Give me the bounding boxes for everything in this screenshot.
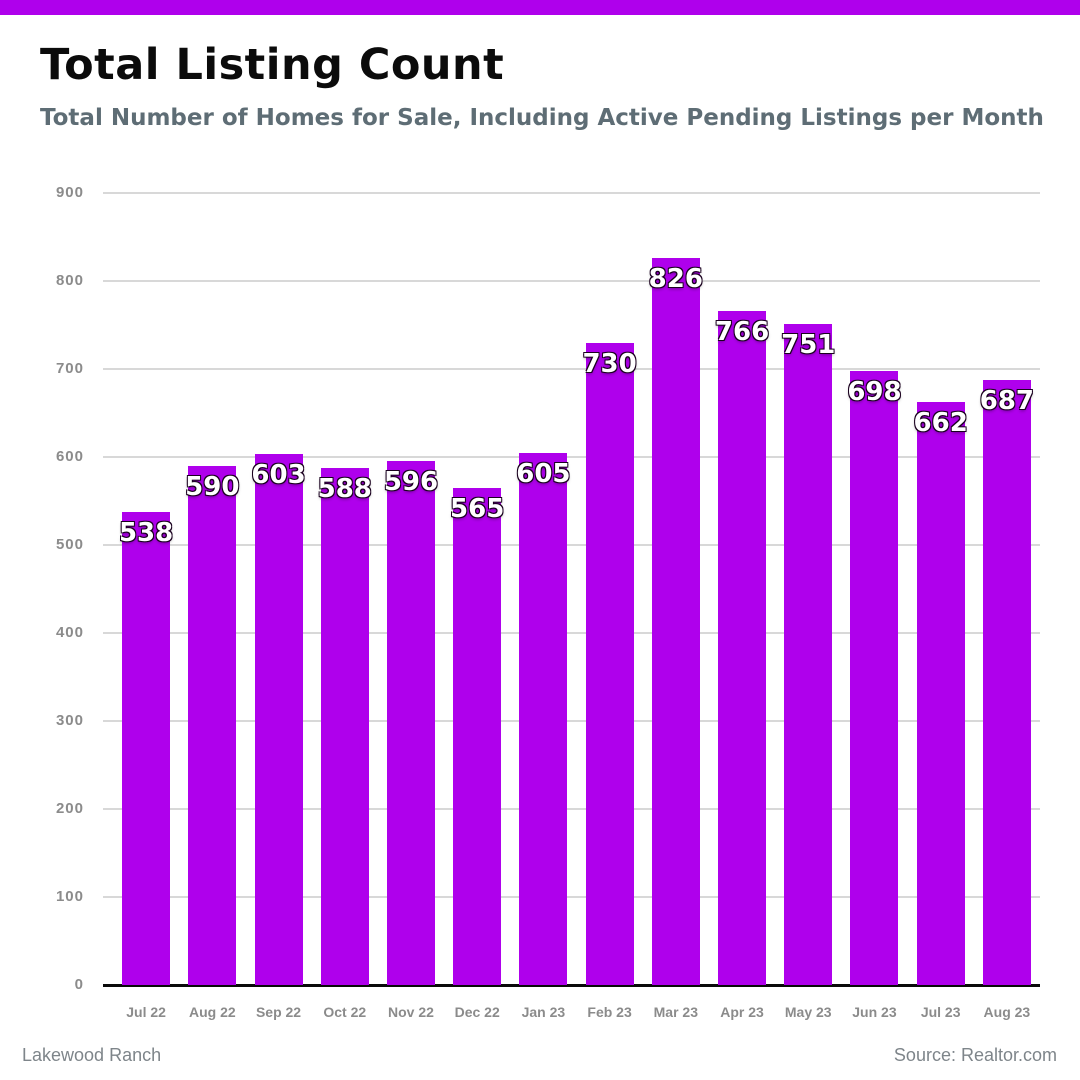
- bar: [982, 380, 1031, 985]
- y-tick-label: 0: [74, 976, 84, 993]
- bar-value-label: 826: [648, 264, 703, 295]
- gridline: [103, 808, 1040, 810]
- y-tick-label: 300: [55, 712, 84, 729]
- x-tick-label: Oct 22: [323, 1004, 367, 1020]
- bar-value-label: 603: [251, 460, 306, 491]
- x-tick-label: Apr 23: [720, 1004, 764, 1020]
- y-tick-label: 200: [55, 800, 84, 817]
- x-tick-label: Jun 23: [852, 1004, 897, 1020]
- bar-value-label: 751: [781, 330, 836, 361]
- x-tick-label: Aug 22: [188, 1004, 236, 1020]
- gridline: [103, 544, 1040, 546]
- bar: [386, 460, 435, 985]
- y-tick-label: 100: [55, 888, 84, 905]
- bar: [784, 324, 833, 985]
- bar-value-label: 590: [185, 471, 240, 502]
- bar: [188, 465, 237, 985]
- bar: [651, 258, 700, 985]
- x-tick-label: Dec 22: [454, 1004, 500, 1020]
- x-tick-label: May 23: [784, 1004, 832, 1020]
- gridline: [103, 720, 1040, 722]
- bar: [850, 370, 899, 985]
- bar: [916, 402, 965, 985]
- x-tick-label: Jul 22: [126, 1004, 166, 1020]
- x-tick-label: Mar 23: [653, 1004, 698, 1020]
- bar-value-label: 605: [516, 458, 571, 489]
- x-tick-label: Feb 23: [587, 1004, 632, 1020]
- bar: [254, 454, 303, 985]
- gridline: [103, 368, 1040, 370]
- y-tick-label: 700: [55, 360, 84, 377]
- x-tick-label: Sep 22: [255, 1004, 302, 1020]
- y-tick-label: 600: [55, 448, 84, 465]
- bar: [453, 487, 502, 985]
- y-tick-label: 400: [55, 624, 84, 641]
- bar-value-label: 538: [118, 517, 174, 548]
- gridline: [103, 192, 1040, 194]
- bar: [320, 467, 369, 985]
- bar-value-label: 565: [450, 493, 505, 524]
- bar-value-label: 687: [979, 386, 1035, 417]
- bar: [718, 310, 767, 985]
- x-tick-label: Nov 22: [387, 1004, 434, 1020]
- y-tick-label: 800: [55, 272, 84, 289]
- bar-value-label: 698: [847, 376, 902, 407]
- top-accent-bar: [0, 0, 1080, 15]
- bar-value-label: 596: [383, 466, 439, 497]
- bar-value-label: 662: [913, 408, 968, 439]
- bar-value-label: 766: [714, 316, 770, 347]
- footer-source-label: Source: Realtor.com: [893, 1045, 1057, 1065]
- gridline: [103, 280, 1040, 282]
- bar-value-label: 588: [317, 473, 372, 504]
- bar-value-label: 730: [582, 348, 637, 379]
- page-subtitle: Total Number of Homes for Sale, Includin…: [40, 105, 1044, 131]
- bar: [585, 342, 634, 985]
- x-tick-label: Jul 23: [920, 1004, 961, 1020]
- y-tick-label: 500: [55, 536, 84, 553]
- gridline: [103, 456, 1040, 458]
- y-tick-label: 900: [55, 184, 84, 201]
- gridline: [103, 632, 1040, 634]
- x-tick-label: Jan 23: [521, 1004, 566, 1020]
- bar: [519, 452, 568, 985]
- x-axis-line: [103, 984, 1040, 987]
- gridline: [103, 896, 1040, 898]
- page-title: Total Listing Count: [40, 40, 505, 90]
- x-tick-label: Aug 23: [983, 1004, 1031, 1020]
- footer-location-label: Lakewood Ranch: [22, 1045, 162, 1065]
- bar: [122, 511, 171, 985]
